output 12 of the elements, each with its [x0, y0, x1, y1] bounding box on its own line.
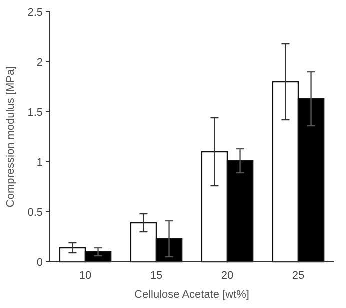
y-tick-label: 2	[36, 56, 43, 69]
x-tick-label: 10	[79, 270, 92, 282]
y-tick-label: 1.5	[28, 106, 43, 119]
y-axis-title: Compression modulus [MPa]	[5, 66, 17, 208]
y-tick-label: 2.5	[28, 6, 43, 19]
x-tick-label: 15	[150, 270, 163, 282]
y-tick-label: 0	[36, 256, 43, 269]
x-tick-label: 25	[292, 270, 305, 282]
y-tick-label: 0.5	[28, 206, 43, 219]
x-axis-title: Cellulose Acetate [wt%]	[134, 289, 250, 301]
x-tick-label: 20	[221, 270, 234, 282]
y-tick-label: 1	[36, 156, 43, 169]
